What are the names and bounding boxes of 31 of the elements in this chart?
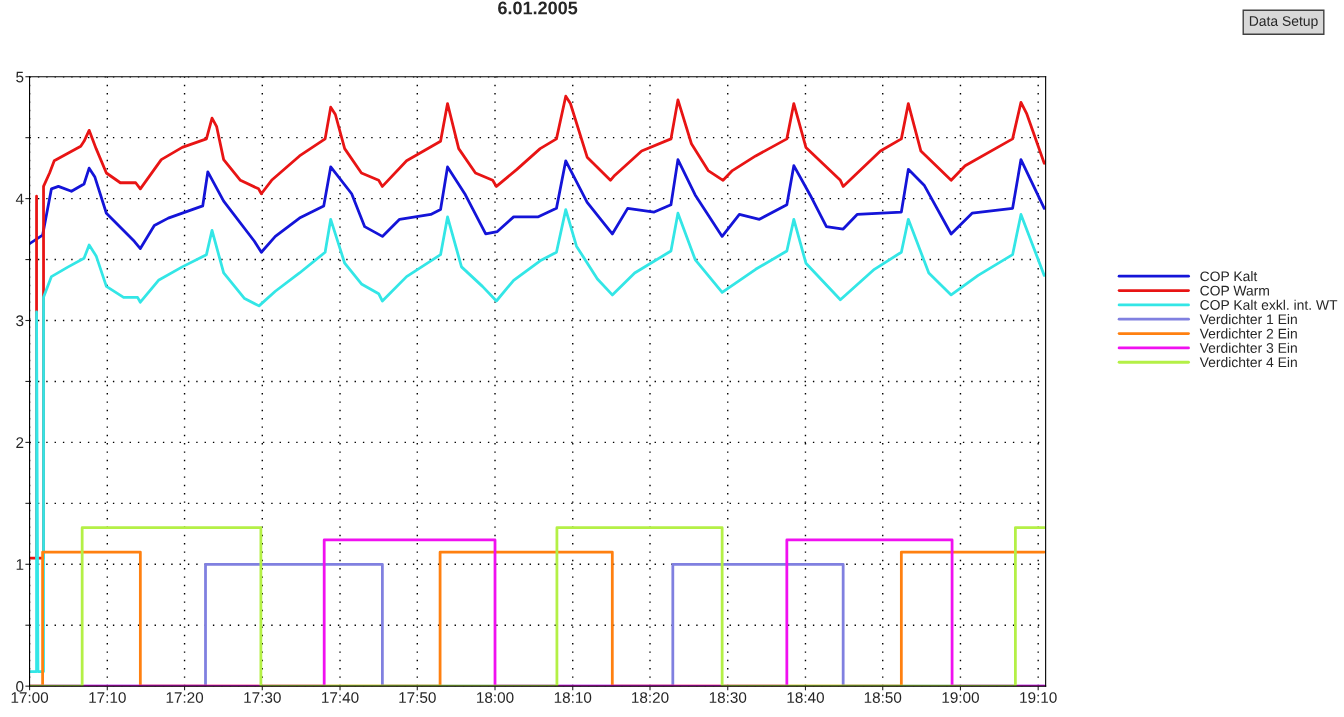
legend-label: Verdichter 1 Ein — [1199, 314, 1297, 325]
legend-label: COP Kalt — [1200, 271, 1258, 282]
y-tick-label: 5 — [16, 71, 24, 83]
y-tick-label: 3 — [16, 315, 24, 327]
legend-label: COP Kalt exkl. int. WT — [1200, 299, 1338, 310]
x-tick-label: 17:40 — [322, 692, 359, 703]
line-series — [29, 158, 1046, 254]
x-tick-label: 18:50 — [864, 692, 902, 703]
x-tick-label: 19:10 — [1020, 692, 1057, 703]
y-tick-label: 4 — [15, 193, 24, 205]
x-tick-label: 17:10 — [89, 692, 126, 703]
x-tick-label: 19:00 — [942, 692, 979, 703]
x-tick-label: 18:00 — [477, 692, 514, 703]
y-tick-label: 1 — [16, 559, 24, 570]
x-tick-label: 18:30 — [709, 692, 747, 703]
legend-label: COP Warm — [1200, 285, 1269, 296]
x-tick-label: 18:10 — [554, 692, 592, 703]
chart-title: 6.01.2005 — [498, 1, 578, 15]
x-tick-label: 17:20 — [166, 692, 204, 703]
line-series — [29, 208, 1046, 673]
x-tick-label: 18:20 — [632, 692, 669, 703]
legend-label: Verdichter 4 Ein — [1199, 357, 1297, 368]
y-tick-label: 0 — [16, 681, 24, 692]
x-tick-label: 17:00 — [11, 692, 49, 703]
legend-label: Verdichter 3 Ein — [1199, 342, 1297, 353]
x-tick-label: 17:30 — [244, 692, 281, 703]
text: Data Setup — [1249, 16, 1318, 29]
x-tick-label: 18:40 — [787, 692, 824, 703]
x-tick-label: 17:50 — [399, 692, 436, 703]
y-tick-label: 2 — [16, 437, 24, 448]
legend-label: Verdichter 2 Ein — [1199, 328, 1297, 339]
